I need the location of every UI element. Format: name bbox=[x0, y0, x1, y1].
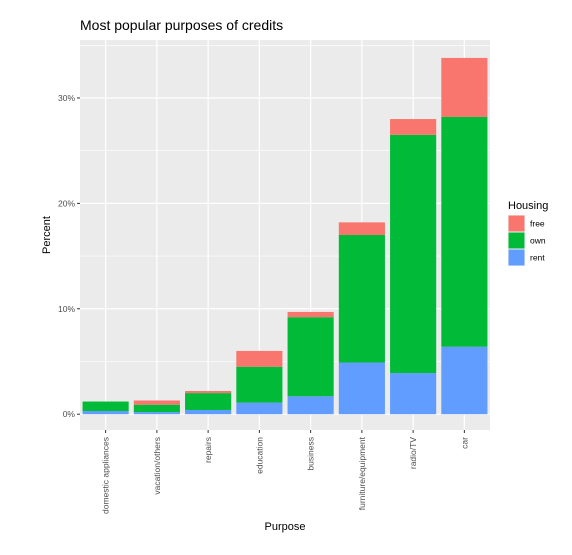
y-axis: 0% 10% 20% 30% bbox=[58, 93, 80, 419]
bar-segment-rent bbox=[236, 402, 283, 415]
x-axis-title: Purpose bbox=[265, 521, 306, 533]
legend-key-rent bbox=[508, 249, 525, 266]
x-tick-label: furniture/equipment bbox=[357, 436, 367, 510]
bar-segment-rent bbox=[287, 396, 334, 415]
x-axis: domestic appliances vacation/others repair… bbox=[101, 430, 469, 514]
bar-segment-own bbox=[236, 366, 283, 403]
bar-segment-free bbox=[133, 400, 180, 405]
bar-segment-rent bbox=[441, 346, 488, 415]
bar-segment-rent bbox=[185, 409, 232, 415]
bar-segment-rent bbox=[82, 411, 129, 415]
bar-segment-free bbox=[338, 222, 385, 235]
x-tick-label: business bbox=[306, 437, 316, 471]
bar-segment-own bbox=[287, 317, 334, 397]
y-tick-label: 30% bbox=[58, 93, 75, 103]
bar-segment-own bbox=[82, 401, 129, 412]
legend: Housing free own rent bbox=[508, 200, 548, 266]
x-tick-label: car bbox=[459, 437, 469, 449]
y-tick-label: 10% bbox=[58, 304, 75, 314]
bar-segment-rent bbox=[390, 373, 437, 415]
chart-title: Most popular purposes of credits bbox=[80, 17, 283, 33]
legend-label-rent: rent bbox=[530, 253, 545, 263]
y-tick-label: 0% bbox=[63, 409, 76, 419]
bar-segment-own bbox=[185, 393, 232, 410]
bar-segment-free bbox=[441, 57, 488, 117]
legend-key-own bbox=[508, 232, 525, 249]
bar-segment-own bbox=[338, 235, 385, 363]
y-axis-title: Percent bbox=[41, 216, 53, 254]
bar-segment-free bbox=[236, 350, 283, 367]
bar-segment-free bbox=[287, 311, 334, 318]
y-tick-label: 20% bbox=[58, 198, 75, 208]
bar-segment-rent bbox=[338, 362, 385, 415]
legend-key-free bbox=[508, 215, 525, 232]
bar-segment-free bbox=[185, 391, 232, 394]
x-tick-label: education bbox=[254, 437, 264, 474]
legend-title: Housing bbox=[508, 200, 548, 212]
legend-label-free: free bbox=[530, 219, 545, 229]
x-tick-label: repairs bbox=[203, 437, 213, 463]
bar-segment-own bbox=[133, 404, 180, 413]
bar-segment-free bbox=[390, 119, 437, 135]
bars bbox=[82, 57, 488, 415]
x-tick-label: domestic appliances bbox=[101, 437, 111, 514]
bar-segment-own bbox=[390, 134, 437, 374]
x-tick-label: vacation/others bbox=[152, 437, 162, 495]
bar-segment-rent bbox=[133, 412, 180, 415]
legend-label-own: own bbox=[530, 236, 546, 246]
x-tick-label: radio/TV bbox=[408, 437, 418, 469]
bar-segment-own bbox=[441, 116, 488, 347]
